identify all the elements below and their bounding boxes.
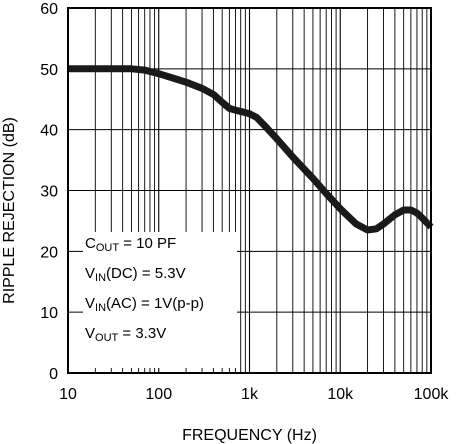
- y-tick-label: 0: [49, 366, 58, 383]
- x-tick-label: 100k: [414, 386, 450, 403]
- annotation-vout: VOUT = 3.3V: [85, 325, 167, 344]
- annotation-cout: COUT = 10 PF: [85, 235, 177, 254]
- y-axis-title: RIPPLE REJECTION (dB): [1, 117, 18, 304]
- annotation-box: [83, 232, 237, 368]
- annotation-vin-ac: VIN(AC) = 1V(p-p): [85, 295, 204, 314]
- y-tick-label: 10: [40, 305, 58, 322]
- y-tick-label: 20: [40, 244, 58, 261]
- x-tick-label: 1k: [241, 386, 259, 403]
- x-tick-label: 10k: [327, 386, 354, 403]
- ripple-rejection-curve: [68, 65, 434, 234]
- y-tick-label: 30: [40, 184, 58, 201]
- plot-frame: [67, 7, 432, 374]
- y-tick-label: 60: [40, 1, 58, 18]
- annotation-vin-dc: VIN(DC) = 5.3V: [85, 265, 186, 284]
- y-tick-label: 50: [40, 62, 58, 79]
- x-axis-title: FREQUENCY (Hz): [182, 427, 317, 444]
- x-tick-label: 10: [59, 386, 77, 403]
- x-tick-label: 100: [145, 386, 172, 403]
- y-tick-label: 40: [40, 123, 58, 140]
